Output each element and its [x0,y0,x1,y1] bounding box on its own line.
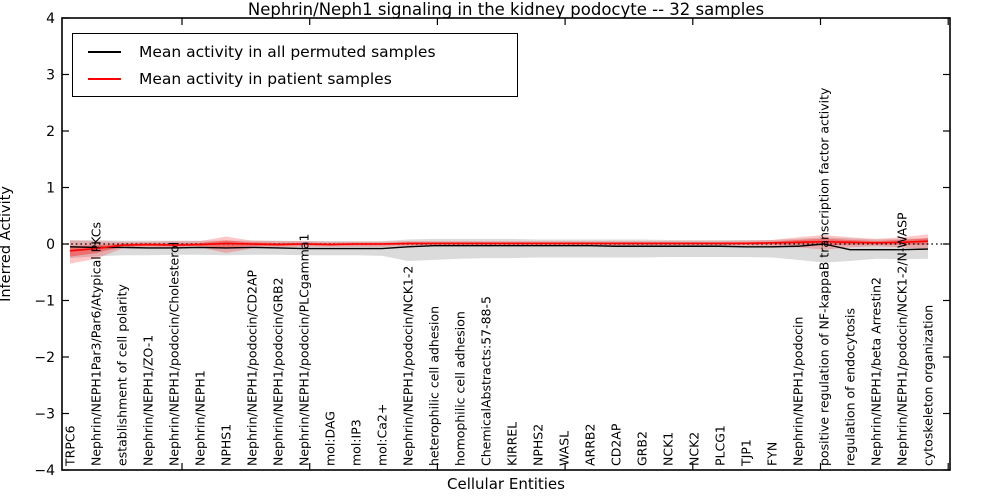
x-tick-label: Nephrin/NEPH1/podocin/NCK1-2 [401,266,416,466]
x-tick-label: GRB2 [635,431,650,466]
patient-mean-line [69,240,929,252]
y-tick-label: 1 [46,181,55,197]
x-tick-label: Nephrin/NEPH1/podocin/CD2AP [245,270,260,466]
x-tick-label: TRPC6 [63,425,78,467]
x-tick-label: TJP1 [739,439,754,467]
y-tick-label: −3 [34,407,55,423]
x-tick-label: NPHS2 [531,424,546,466]
y-tick-label: −4 [34,463,55,479]
x-tick-label: NCK1 [661,432,676,466]
x-tick-label: establishment of cell polarity [115,284,130,466]
x-tick-label: Nephrin/NEPH1/podocin/PLCgamma1 [297,234,312,466]
x-tick-label: PLCG1 [713,425,728,466]
legend-label-patient: Mean activity in patient samples [139,69,392,88]
patient-confidence-band-outer [70,234,928,264]
x-tick-label: positive regulation of NF-kappaB transcr… [817,87,832,466]
x-tick-label: regulation of endocytosis [843,308,858,466]
y-tick-label: 2 [46,124,55,140]
x-tick-label: ChemicalAbstracts:57-88-5 [479,296,494,466]
x-tick-label: cytoskeleton organization [921,305,936,466]
legend: Mean activity in all permuted samples Me… [72,33,518,97]
legend-entry-patient: Mean activity in patient samples [73,66,517,92]
legend-entry-permuted: Mean activity in all permuted samples [73,39,517,65]
axes-frame [61,17,951,471]
x-tick-label: WASL [557,431,572,466]
x-tick-label: Nephrin/NEPH1Par3/Par6/Atypical PKCs [89,222,104,466]
y-tick-label: 0 [46,237,55,253]
x-tick-label: mol:IP3 [349,419,364,466]
x-tick-label: Nephrin/NEPH1/beta Arrestin2 [869,277,884,466]
y-tick-label: 3 [46,68,55,84]
permuted-line-swatch [88,50,121,53]
x-tick-label: CD2AP [609,423,624,466]
x-tick-label: homophilic cell adhesion [453,311,468,466]
legend-label-permuted: Mean activity in all permuted samples [139,42,436,61]
chart-title: Nephrin/Neph1 signaling in the kidney po… [247,0,765,19]
y-tick-label: −2 [34,350,55,366]
x-tick-label: mol:DAG [323,411,338,466]
x-tick-label: heterophilic cell adhesion [427,306,442,466]
x-tick-label: KIRREL [505,422,520,466]
patient-line-swatch [88,77,121,80]
y-axis-label: Inferred Activity [0,186,14,302]
x-tick-label: Nephrin/NEPH1/ZO-1 [141,335,156,466]
x-tick-label: Nephrin/NEPH1/podocin/Cholesterol [167,242,182,466]
x-tick-label: ARRB2 [583,424,598,466]
x-tick-label: NPHS1 [219,424,234,466]
x-axis-label: Cellular Entities [447,475,565,493]
x-tick-label: Nephrin/NEPH1 [193,370,208,466]
y-tick-label: −1 [34,294,55,310]
x-tick-label: mol:Ca2+ [375,404,390,466]
x-tick-label: Nephrin/NEPH1/podocin/NCK1-2/N-WASP [895,212,910,466]
y-tick-label: 4 [46,11,55,27]
x-tick-label: Nephrin/NEPH1/podocin/GRB2 [271,277,286,466]
x-tick-label: Nephrin/NEPH1/podocin [791,317,806,466]
x-tick-label: NCK2 [687,432,702,466]
permuted-mean-line [69,243,929,251]
x-tick-label: FYN [765,442,780,466]
